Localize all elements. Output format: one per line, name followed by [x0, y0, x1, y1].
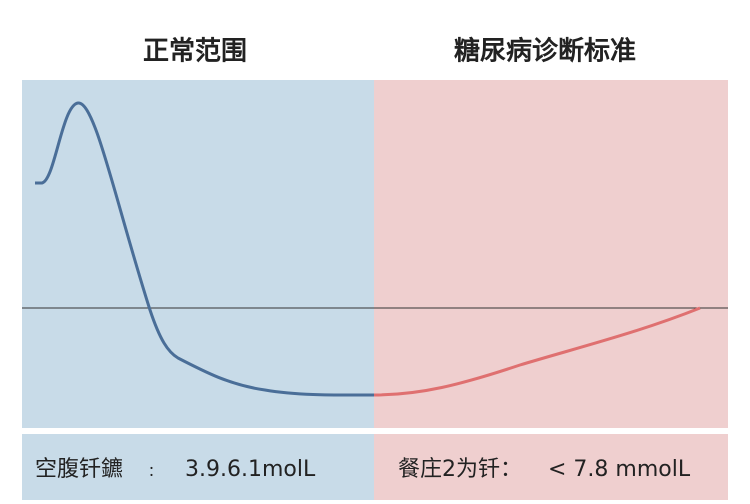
diabetes-panel	[374, 80, 728, 428]
fasting-value: 3.9.6.1molL	[185, 457, 316, 482]
fasting-separator: ：	[148, 464, 162, 480]
left-title: 正常范围	[143, 37, 247, 67]
diabetes-footer	[374, 434, 728, 500]
diabetes-curve	[373, 306, 701, 397]
normal-curve	[35, 101, 375, 397]
right-title: 糖尿病诊断标准	[454, 36, 636, 67]
normal-panel	[22, 80, 374, 428]
postmeal-label: 餐庄2为钎：	[398, 457, 522, 482]
postmeal-value: < 7.8 mmolL	[548, 457, 691, 482]
fasting-label: 空腹钎鑣	[35, 457, 123, 482]
normal-footer	[22, 434, 374, 500]
